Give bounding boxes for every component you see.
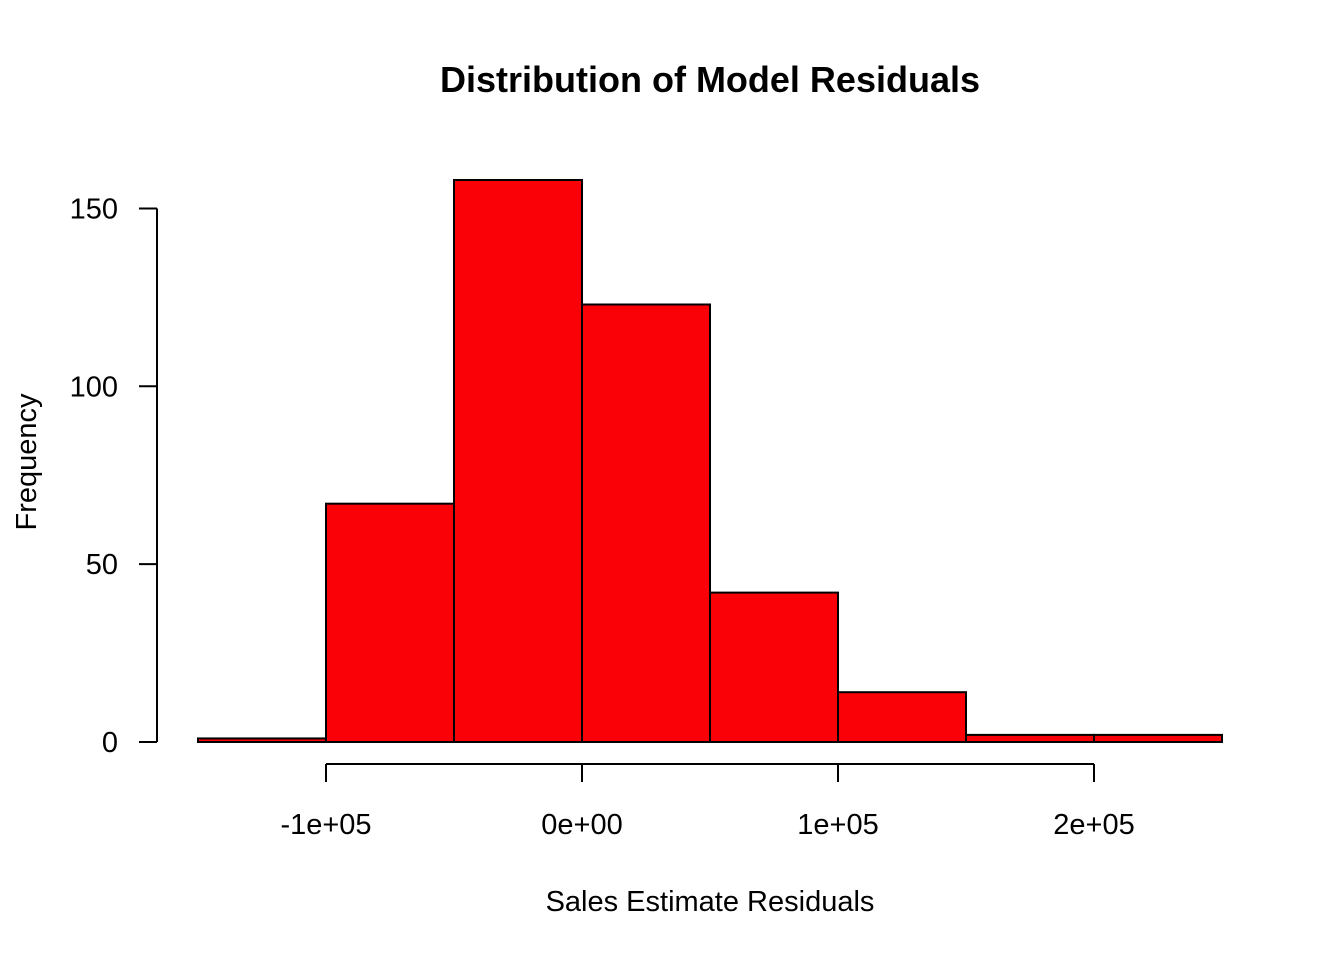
x-tick-label: 0e+00	[541, 809, 622, 841]
histogram-bar	[837, 691, 967, 743]
y-tick-label: 50	[86, 549, 118, 581]
histogram-bars	[197, 179, 1223, 744]
y-axis-title: Frequency	[11, 393, 43, 531]
y-tick-label: 150	[70, 193, 118, 225]
x-tick-label: 1e+05	[797, 809, 878, 841]
chart-title: Distribution of Model Residuals	[440, 59, 980, 100]
x-tick-label: -1e+05	[280, 809, 371, 841]
y-axis: 0 50 100 150	[70, 193, 158, 759]
histogram-bar	[1093, 733, 1223, 743]
histogram-bar	[709, 591, 839, 744]
x-axis-title: Sales Estimate Residuals	[546, 886, 875, 918]
histogram-bar	[325, 502, 455, 743]
y-tick-label: 0	[102, 727, 118, 759]
histogram-bar	[965, 733, 1095, 743]
histogram-bar	[453, 179, 583, 743]
x-tick-label: 2e+05	[1053, 809, 1134, 841]
x-axis: -1e+05 0e+00 1e+05 2e+05	[280, 763, 1135, 841]
histogram-bar	[581, 303, 711, 743]
histogram-bar	[197, 737, 327, 744]
y-tick-label: 100	[70, 371, 118, 403]
